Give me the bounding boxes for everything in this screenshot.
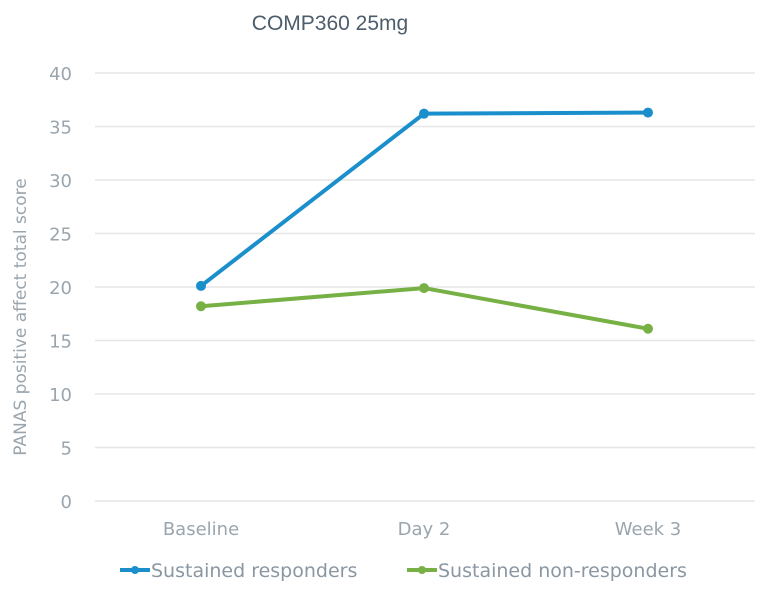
- data-point: [419, 108, 429, 119]
- series-line: [200, 286, 649, 331]
- legend-item: Sustained non-responders: [407, 560, 687, 582]
- legend-marker: [131, 566, 139, 574]
- data-point: [419, 283, 429, 294]
- x-tick-label: Day 2: [398, 519, 451, 540]
- x-tick-label: Week 3: [615, 519, 682, 540]
- y-tick-label: 30: [49, 171, 72, 192]
- legend-item: Sustained responders: [120, 560, 357, 582]
- data-point: [196, 280, 206, 291]
- y-tick-label: 10: [49, 385, 72, 406]
- data-point: [643, 323, 653, 334]
- y-tick-label: 5: [61, 439, 72, 460]
- chart-title: COMP360 25mg: [251, 12, 409, 35]
- y-tick-label: 15: [49, 332, 72, 353]
- legend-label: Sustained non-responders: [438, 560, 687, 582]
- y-tick-label: 35: [49, 118, 72, 139]
- y-tick-label: 40: [49, 64, 72, 85]
- series-0: [196, 107, 653, 291]
- series-line: [199, 110, 649, 288]
- legend-label: Sustained responders: [151, 560, 357, 582]
- y-axis-label: PANAS positive affect total score: [11, 178, 31, 455]
- legend-marker: [418, 566, 426, 574]
- y-tick-label: 25: [49, 225, 72, 246]
- y-tick-label: 20: [49, 278, 72, 299]
- x-tick-label: Baseline: [163, 519, 239, 540]
- data-point: [196, 301, 206, 312]
- series-1: [196, 283, 653, 334]
- y-tick-label: 0: [61, 492, 72, 513]
- data-point: [643, 107, 653, 118]
